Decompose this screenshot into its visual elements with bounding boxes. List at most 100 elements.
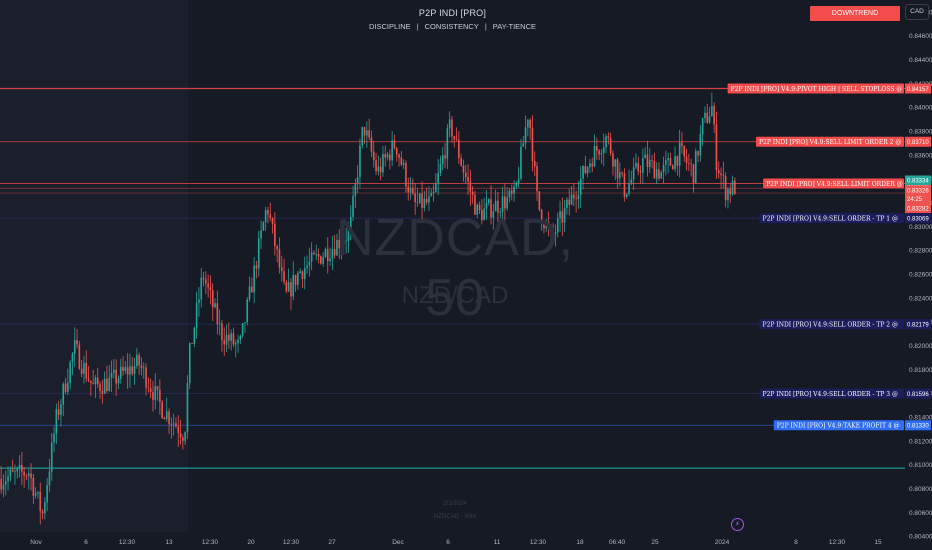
candle-body xyxy=(168,411,170,425)
candle-body xyxy=(287,282,290,292)
y-tick-label: 0.83800 xyxy=(909,129,932,136)
candle-body xyxy=(724,176,727,201)
candle-body xyxy=(506,197,508,209)
candle-body xyxy=(621,172,623,174)
candle-body xyxy=(14,471,16,473)
candle-body xyxy=(655,169,658,179)
candle-body xyxy=(315,254,318,255)
candle-body xyxy=(294,275,297,286)
candle-body xyxy=(306,265,308,269)
candle-body xyxy=(699,133,702,156)
candle-body xyxy=(23,471,25,476)
candle-body xyxy=(384,153,387,158)
candle-body xyxy=(435,182,437,192)
candle-body xyxy=(313,252,315,255)
candle-body xyxy=(361,127,364,146)
candle-body xyxy=(545,222,548,229)
candle-body xyxy=(441,155,444,164)
candle-body xyxy=(237,339,239,343)
price-tag-text: 24:25 xyxy=(907,197,923,203)
candle-body xyxy=(602,147,605,154)
candle-body xyxy=(497,200,499,213)
candle-body xyxy=(642,158,644,173)
candle-body xyxy=(566,199,568,208)
candle-body xyxy=(253,265,255,293)
candle-body xyxy=(681,142,683,147)
candle-body xyxy=(614,159,617,167)
candle-body xyxy=(556,218,559,233)
candle-body xyxy=(101,390,104,394)
candle-body xyxy=(368,130,370,138)
x-tick-label: 11 xyxy=(494,539,501,546)
symbol-watermark: NZDCAD, 50 xyxy=(335,209,575,327)
candle-body xyxy=(18,465,21,469)
candle-body xyxy=(73,340,76,354)
candle-body xyxy=(44,502,46,514)
session-shade xyxy=(0,0,188,532)
candle-body xyxy=(234,342,237,345)
candle-body xyxy=(322,256,324,264)
currency-button[interactable]: CAD xyxy=(905,4,929,20)
candle-body xyxy=(639,171,642,173)
candle-body xyxy=(25,475,28,477)
candle-body xyxy=(119,366,122,379)
candle-body xyxy=(292,275,295,297)
candle-body xyxy=(729,188,732,195)
candle-body xyxy=(731,180,734,195)
candle-body xyxy=(87,378,90,381)
candle-body xyxy=(356,177,359,184)
candle-body xyxy=(432,191,435,193)
candle-body xyxy=(262,222,265,231)
candle-body xyxy=(688,162,690,164)
candle-body xyxy=(646,154,649,167)
candle-body xyxy=(398,154,400,158)
candle-body xyxy=(32,477,35,496)
candle-body xyxy=(152,391,154,400)
candle-body xyxy=(60,404,62,416)
candle-body xyxy=(697,151,699,156)
level-label-box xyxy=(727,83,904,94)
candle-body xyxy=(554,232,557,234)
level-label-text: P2P INDI [PRO] V4.9:PIVOT HIGH | SELL ST… xyxy=(731,86,903,93)
x-tick-label: 15 xyxy=(874,539,882,546)
candle-body xyxy=(389,154,391,161)
candle-body xyxy=(644,154,646,159)
candle-body xyxy=(260,230,262,239)
candle-body xyxy=(464,172,467,178)
candle-body xyxy=(400,157,403,165)
candle-body xyxy=(685,156,688,163)
candle-body xyxy=(501,196,504,212)
candles xyxy=(0,92,736,525)
candle-body xyxy=(379,166,382,173)
candle-body xyxy=(665,160,667,165)
candle-body xyxy=(359,145,361,178)
level-label-text: P2P INDI [PRO] V4.9:SELL ORDER - TP 2 @ xyxy=(763,322,899,329)
candle-body xyxy=(637,163,640,172)
y-tick-label: 0.82600 xyxy=(909,272,932,279)
price-tag-box xyxy=(905,203,931,213)
lightning-icon[interactable]: ⚡ xyxy=(731,518,744,531)
candle-body xyxy=(345,240,347,242)
candle-body xyxy=(589,163,591,168)
pair-watermark: NZD/CAD xyxy=(401,282,509,309)
candle-body xyxy=(78,344,81,369)
indicator-title: P2P INDI [PRO] xyxy=(418,8,487,18)
candle-body xyxy=(517,178,520,183)
candle-body xyxy=(276,246,278,250)
watermark-symbol-footer: NZDCAD · 50m xyxy=(433,514,476,520)
candle-body xyxy=(99,384,101,391)
candle-body xyxy=(228,334,230,341)
candle-body xyxy=(126,367,129,375)
candle-body xyxy=(504,196,506,209)
y-tick-label: 0.82000 xyxy=(909,343,932,350)
candle-body xyxy=(140,365,143,369)
candle-body xyxy=(338,239,341,249)
candle-body xyxy=(625,193,628,197)
candle-body xyxy=(251,286,253,293)
y-tick-label: 0.80400 xyxy=(909,534,932,541)
candle-body xyxy=(630,179,633,184)
price-tag-text: 0.83326 xyxy=(907,189,929,195)
candle-body xyxy=(124,367,127,371)
candle-body xyxy=(635,163,637,168)
